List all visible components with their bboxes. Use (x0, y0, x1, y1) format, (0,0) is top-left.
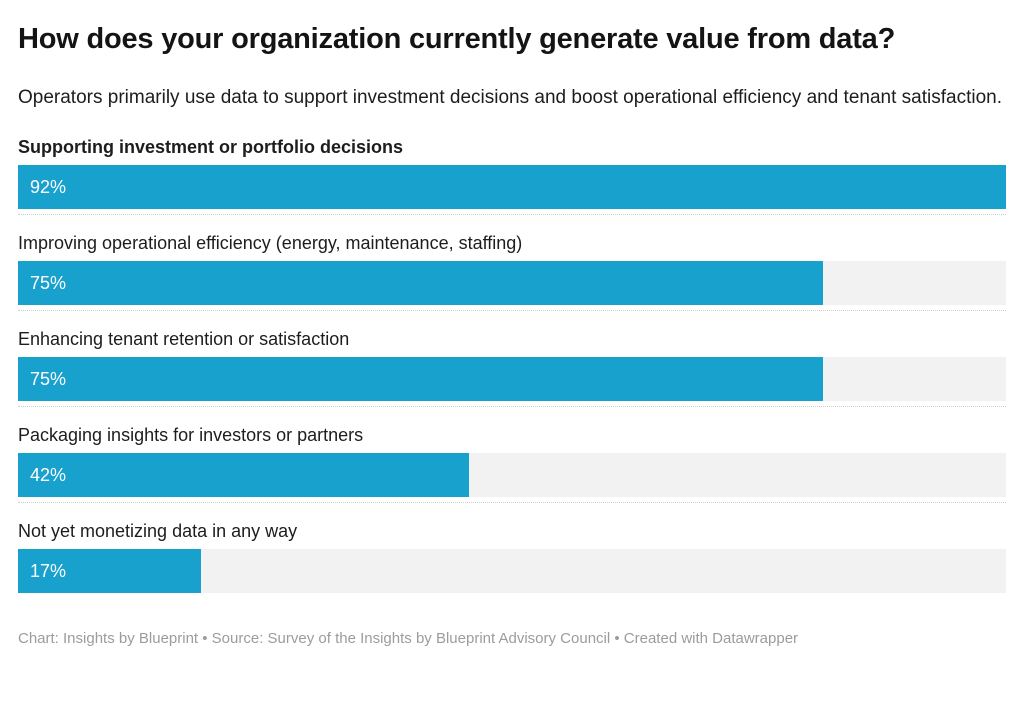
bar: 42% (18, 453, 470, 497)
category-label: Enhancing tenant retention or satisfacti… (18, 329, 350, 349)
bar: 92% (18, 165, 1006, 209)
category-label: Packaging insights for investors or part… (18, 425, 364, 445)
category-label: Improving operational efficiency (energy… (18, 233, 523, 253)
bar-value-label: 42% (30, 464, 67, 485)
bar-row: Supporting investment or portfolio decis… (18, 136, 1006, 215)
bar-track: 17% (18, 549, 1006, 593)
chart-subtitle: Operators primarily use data to support … (18, 87, 1002, 108)
chart-footer: Chart: Insights by Blueprint • Source: S… (18, 630, 799, 647)
category-label: Supporting investment or portfolio decis… (18, 137, 404, 157)
bar-track: 92% (18, 165, 1006, 209)
bar-row: Enhancing tenant retention or satisfacti… (18, 328, 1006, 407)
bar-row: Improving operational efficiency (energy… (18, 232, 1006, 311)
bar-rows: Supporting investment or portfolio decis… (18, 136, 1006, 593)
bar-row: Not yet monetizing data in any way 17% (18, 520, 1006, 593)
bar-track: 75% (18, 357, 1006, 401)
bar: 75% (18, 357, 824, 401)
bar-row: Packaging insights for investors or part… (18, 424, 1006, 503)
bar-track: 75% (18, 261, 1006, 305)
bar-track: 42% (18, 453, 1006, 497)
chart-title: How does your organization currently gen… (18, 23, 896, 55)
bar-value-label: 17% (30, 560, 67, 581)
bar: 75% (18, 261, 824, 305)
bar-value-label: 75% (30, 368, 67, 389)
category-label: Not yet monetizing data in any way (18, 521, 298, 541)
bar-value-label: 75% (30, 272, 67, 293)
bar: 17% (18, 549, 201, 593)
bar-value-label: 92% (30, 176, 67, 197)
